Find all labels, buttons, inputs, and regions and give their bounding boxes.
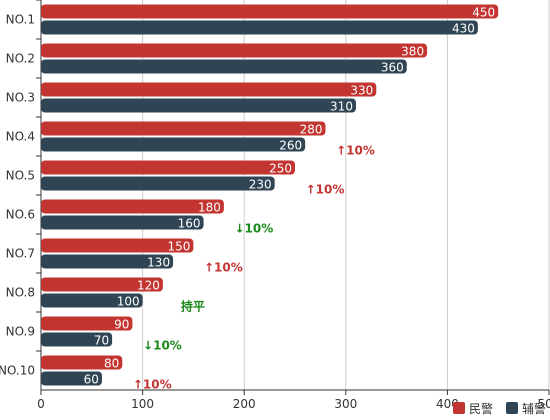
bar-series1 xyxy=(41,238,194,253)
bar-value-label: 230 xyxy=(249,178,272,192)
x-tick-label: 100 xyxy=(131,397,154,411)
change-annotation: 持平 xyxy=(181,299,205,314)
bar-value-label: 330 xyxy=(350,84,373,98)
bar-series2 xyxy=(41,293,143,308)
bar-series1 xyxy=(41,43,428,58)
bar-series1 xyxy=(41,160,295,175)
change-annotation: ↑10% xyxy=(336,144,375,158)
legend-swatch xyxy=(506,402,518,414)
y-tick-label: NO.2 xyxy=(6,52,35,66)
bar-value-label: 130 xyxy=(147,256,170,270)
change-annotation: ↑10% xyxy=(204,261,243,275)
bar-value-label: 160 xyxy=(178,217,201,231)
bar-series2 xyxy=(41,98,356,113)
bar-value-label: 80 xyxy=(104,357,119,371)
y-tick-label: NO.10 xyxy=(0,364,35,378)
bar-value-label: 260 xyxy=(279,139,302,153)
change-annotation: ↑10% xyxy=(133,378,172,392)
x-tick-label: 0 xyxy=(37,397,45,411)
bar-value-label: 450 xyxy=(472,6,495,20)
bar-value-label: 90 xyxy=(114,318,129,332)
bar-value-label: 180 xyxy=(198,201,221,215)
bar-series2 xyxy=(41,254,174,269)
bar-series2 xyxy=(41,20,478,35)
y-tick-label: NO.4 xyxy=(6,130,35,144)
change-annotation: ↑10% xyxy=(306,183,345,197)
change-annotation: ↓10% xyxy=(234,222,273,236)
bar-series2 xyxy=(41,59,407,74)
y-tick-label: NO.1 xyxy=(6,13,35,27)
bar-value-label: 70 xyxy=(94,334,109,348)
bar-series1 xyxy=(41,355,123,370)
bar-value-label: 430 xyxy=(452,22,475,36)
bar-series2 xyxy=(41,176,275,191)
bar-value-label: 100 xyxy=(117,295,140,309)
legend-label: 辅警 xyxy=(522,401,546,416)
x-tick-label: 500 xyxy=(538,397,550,411)
legend-label: 民警 xyxy=(469,401,493,416)
bar-series1 xyxy=(41,4,499,19)
change-annotation: ↓10% xyxy=(143,339,182,353)
y-tick-label: NO.9 xyxy=(6,325,35,339)
y-tick-label: NO.3 xyxy=(6,91,35,105)
bar-series1 xyxy=(41,316,133,331)
bar-value-label: 380 xyxy=(401,45,424,59)
bar-value-label: 250 xyxy=(269,162,292,176)
x-tick-label: 300 xyxy=(334,397,357,411)
bar-value-label: 280 xyxy=(300,123,323,137)
bar-series2 xyxy=(41,371,102,386)
bar-series2 xyxy=(41,137,306,152)
bar-value-label: 310 xyxy=(330,100,353,114)
bar-value-label: 60 xyxy=(84,373,99,387)
y-tick-label: NO.8 xyxy=(6,286,35,300)
y-tick-label: NO.5 xyxy=(6,169,35,183)
x-tick-label: 200 xyxy=(233,397,256,411)
bar-series2 xyxy=(41,215,204,230)
bar-series2 xyxy=(41,332,113,347)
bar-value-label: 360 xyxy=(381,61,404,75)
bar-series1 xyxy=(41,277,163,292)
legend-swatch xyxy=(453,402,465,414)
bar-series1 xyxy=(41,199,224,214)
y-tick-label: NO.6 xyxy=(6,208,35,222)
bar-series1 xyxy=(41,82,377,97)
bar-value-label: 120 xyxy=(137,279,160,293)
bar-series1 xyxy=(41,121,326,136)
y-tick-label: NO.7 xyxy=(6,247,35,261)
bar-value-label: 150 xyxy=(167,240,190,254)
